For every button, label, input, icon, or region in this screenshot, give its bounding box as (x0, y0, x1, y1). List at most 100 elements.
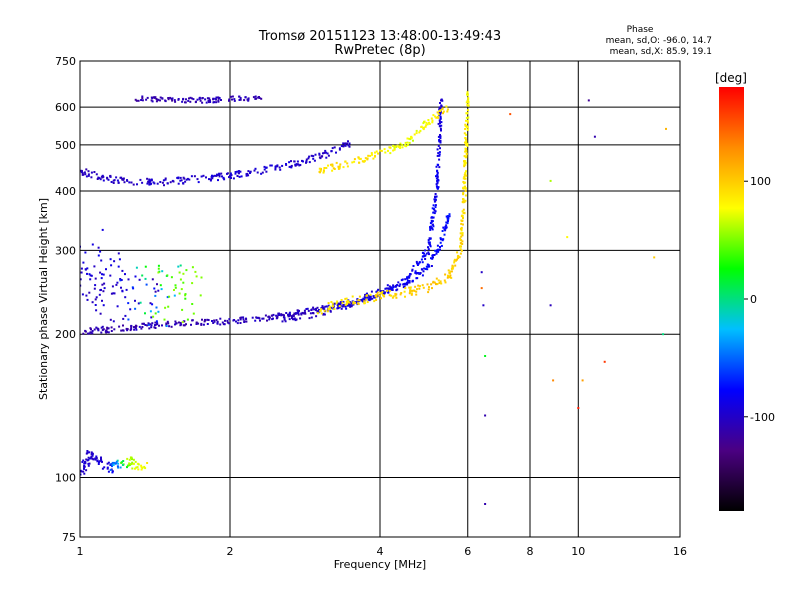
echo-point-s1 (436, 181, 439, 184)
echo-point-s0 (433, 254, 436, 256)
echo-point-s3 (305, 158, 308, 161)
echo-point-s5 (195, 100, 197, 103)
echo-point-s3 (234, 172, 237, 175)
echo-point-s0 (387, 287, 390, 290)
echo-point-s8 (549, 304, 552, 307)
echo-point-s8 (484, 414, 487, 417)
echo-point-s3 (327, 154, 330, 157)
echo-point-s7 (86, 459, 89, 462)
echo-point-s3 (156, 182, 159, 185)
echo-point-s6 (119, 278, 122, 280)
echo-point-s0 (158, 324, 160, 327)
echo-point-s2 (463, 182, 466, 185)
echo-point-s0 (276, 315, 279, 318)
echo-point-s0 (106, 326, 109, 329)
echo-point-s2 (341, 301, 344, 304)
echo-point-s5 (208, 101, 210, 104)
echo-point-s2 (327, 302, 330, 305)
echo-point-s6 (94, 298, 97, 301)
echo-point-s3 (294, 164, 297, 167)
echo-point-s0 (342, 304, 345, 306)
echo-point-s2 (461, 234, 464, 237)
echo-point-s3 (220, 172, 223, 175)
echo-point-s8 (484, 503, 487, 505)
echo-point-s2 (464, 155, 467, 158)
echo-point-s1 (288, 312, 291, 315)
echo-point-s7 (122, 460, 125, 462)
echo-point-s6 (141, 274, 144, 277)
echo-point-s6 (103, 282, 106, 285)
echo-point-s6 (112, 320, 115, 323)
echo-point-s3 (83, 171, 86, 174)
echo-point-s3 (148, 181, 151, 184)
echo-point-s2 (344, 297, 347, 300)
echo-point-s1 (439, 122, 441, 125)
echo-point-s0 (243, 320, 246, 323)
echo-point-s0 (97, 329, 100, 332)
echo-point-s2 (329, 307, 332, 310)
echo-point-s3 (171, 179, 174, 182)
echo-point-s6 (80, 267, 83, 270)
echo-point-s4 (427, 119, 430, 121)
echo-point-s3 (307, 157, 310, 160)
echo-point-s6 (184, 293, 187, 296)
echo-point-s0 (442, 226, 445, 229)
echo-point-s0 (285, 312, 288, 314)
echo-point-s5 (152, 96, 155, 99)
echo-point-s4 (358, 161, 361, 164)
echo-point-s3 (293, 160, 296, 163)
echo-point-s0 (122, 324, 124, 327)
echo-point-s0 (259, 319, 261, 322)
echo-point-s6 (86, 267, 89, 270)
echo-point-s0 (206, 318, 209, 321)
echo-point-s1 (439, 134, 441, 136)
echo-point-s8 (480, 271, 483, 274)
echo-point-s0 (422, 270, 425, 273)
echo-point-s2 (466, 143, 469, 145)
echo-point-s3 (318, 153, 321, 156)
echo-point-s3 (196, 178, 199, 181)
echo-point-s2 (421, 284, 424, 287)
echo-point-s3 (330, 150, 333, 153)
echo-point-s6 (120, 279, 123, 281)
echo-point-s0 (101, 325, 104, 328)
echo-point-s4 (319, 171, 321, 174)
echo-point-s0 (315, 309, 317, 312)
echo-point-s4 (394, 145, 397, 148)
echo-point-s0 (305, 308, 308, 310)
echo-point-s0 (445, 215, 448, 218)
echo-point-s1 (434, 195, 437, 198)
echo-point-s2 (319, 309, 322, 312)
echo-point-s4 (399, 145, 402, 148)
echo-point-s5 (217, 96, 220, 99)
echo-point-s2 (464, 149, 467, 152)
echo-point-s6 (122, 317, 125, 320)
echo-point-s3 (213, 174, 216, 177)
echo-point-s4 (377, 152, 379, 155)
echo-point-s3 (247, 170, 250, 173)
echo-point-s1 (421, 261, 424, 264)
echo-point-s0 (125, 327, 128, 330)
echo-point-s2 (380, 292, 383, 295)
echo-point-s0 (224, 319, 226, 322)
echo-point-s7 (87, 464, 90, 467)
echo-point-s2 (465, 152, 468, 155)
echo-point-s0 (140, 327, 143, 330)
echo-point-s5 (252, 96, 255, 99)
echo-point-s3 (169, 181, 172, 184)
echo-point-s2 (465, 174, 468, 177)
echo-point-s3 (177, 182, 180, 185)
echo-point-s3 (130, 181, 133, 184)
echo-point-s3 (208, 178, 210, 181)
colorbar-tick-label: -100 (750, 411, 775, 424)
echo-point-s4 (434, 115, 436, 118)
echo-point-s5 (230, 95, 232, 98)
echo-point-s1 (350, 305, 353, 308)
echo-point-s3 (305, 160, 308, 163)
echo-point-s0 (428, 265, 431, 268)
echo-point-s5 (212, 98, 215, 101)
echo-point-s4 (410, 136, 413, 138)
echo-point-s3 (116, 179, 119, 182)
echo-point-s3 (112, 182, 115, 184)
echo-point-s1 (431, 207, 434, 210)
